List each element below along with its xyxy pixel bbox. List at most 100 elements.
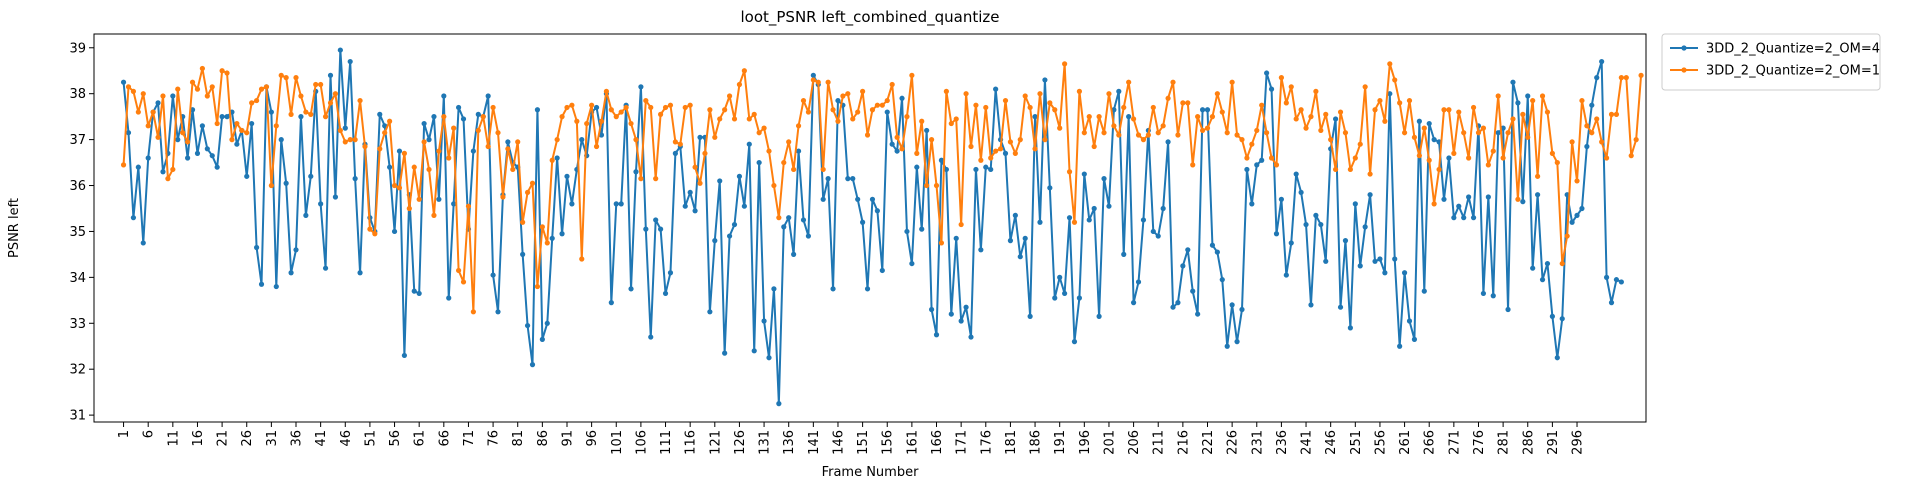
data-point	[357, 97, 363, 104]
data-point	[869, 196, 876, 202]
data-point	[569, 201, 575, 207]
data-point	[342, 139, 348, 145]
data-point	[175, 137, 181, 143]
data-point	[830, 107, 836, 113]
data-point	[825, 176, 831, 182]
data-point	[1170, 304, 1176, 310]
data-point	[1510, 79, 1516, 85]
data-point	[1603, 274, 1610, 280]
data-point	[1357, 141, 1363, 147]
x-tick-label: 296	[1571, 430, 1586, 455]
x-tick-label: 11	[166, 430, 181, 447]
data-point	[140, 91, 146, 97]
data-point	[963, 91, 969, 97]
data-point	[342, 125, 348, 131]
data-point	[500, 194, 506, 200]
data-point	[278, 137, 284, 143]
data-point	[1377, 97, 1383, 104]
data-point	[850, 116, 856, 122]
data-point	[1456, 109, 1462, 115]
data-point	[1298, 189, 1304, 196]
data-point	[1002, 150, 1009, 156]
data-point	[1096, 313, 1102, 319]
legend-label: 3DD_2_Quantize=2_OM=1	[1706, 64, 1880, 79]
data-point	[204, 93, 210, 99]
data-point	[1150, 104, 1156, 111]
legend-label: 3DD_2_Quantize=2_OM=4	[1706, 42, 1880, 57]
x-tick-label: 96	[585, 430, 600, 447]
data-point	[712, 134, 718, 140]
data-point	[1392, 256, 1398, 262]
data-point	[1323, 258, 1329, 264]
data-point	[234, 120, 240, 127]
data-point	[1259, 102, 1265, 108]
data-point	[894, 148, 900, 154]
data-point	[736, 173, 743, 179]
data-point	[318, 81, 324, 88]
data-point	[1081, 171, 1087, 177]
data-point	[1554, 355, 1560, 361]
data-point	[539, 224, 545, 230]
data-point	[352, 176, 358, 182]
data-point	[372, 231, 378, 237]
data-point	[1180, 100, 1186, 106]
data-point	[993, 86, 999, 92]
data-point	[1333, 116, 1339, 122]
x-tick-label: 76	[487, 430, 502, 447]
data-point	[948, 120, 954, 127]
data-point	[303, 109, 309, 115]
data-point	[712, 238, 718, 244]
data-point	[628, 286, 634, 292]
data-point	[1234, 339, 1240, 345]
data-point	[855, 196, 861, 202]
data-point	[938, 157, 945, 163]
data-point	[1466, 194, 1472, 200]
data-point	[1007, 139, 1014, 145]
data-point	[1037, 91, 1043, 97]
data-point	[1209, 242, 1216, 248]
data-point	[677, 141, 683, 147]
data-point	[1333, 166, 1339, 173]
y-tick-label: 35	[69, 225, 86, 240]
data-point	[1589, 102, 1595, 108]
data-point	[776, 215, 782, 221]
data-point	[771, 286, 777, 292]
data-point	[613, 201, 619, 207]
data-point	[791, 251, 797, 257]
data-point	[958, 221, 964, 228]
data-point	[130, 88, 137, 94]
data-point	[1362, 224, 1368, 230]
data-point	[879, 267, 885, 274]
data-point	[268, 109, 274, 115]
data-point	[1480, 125, 1487, 131]
x-tick-label: 71	[462, 430, 477, 447]
data-point	[470, 148, 476, 154]
data-point	[919, 226, 925, 232]
data-point	[1431, 137, 1437, 143]
data-point	[598, 118, 605, 124]
data-point	[1406, 318, 1413, 324]
data-point	[1554, 159, 1560, 166]
data-point	[441, 93, 447, 99]
data-point	[756, 130, 762, 136]
data-point	[1564, 233, 1570, 239]
data-point	[1303, 221, 1309, 228]
data-point	[682, 104, 688, 111]
x-tick-label: 66	[437, 430, 452, 447]
data-point	[1574, 212, 1580, 218]
data-point	[702, 150, 708, 156]
data-point	[1135, 279, 1142, 285]
data-point	[628, 120, 634, 127]
data-point	[539, 336, 545, 342]
data-point	[431, 114, 437, 120]
data-point	[258, 86, 265, 92]
series-layer	[120, 47, 1644, 407]
data-point	[189, 79, 196, 85]
data-point	[224, 114, 230, 120]
data-point	[717, 178, 723, 184]
data-point	[589, 102, 595, 108]
data-point	[1475, 130, 1482, 136]
data-point	[283, 180, 289, 186]
chart-title: loot_PSNR left_combined_quantize	[740, 8, 999, 27]
data-point	[529, 180, 536, 186]
